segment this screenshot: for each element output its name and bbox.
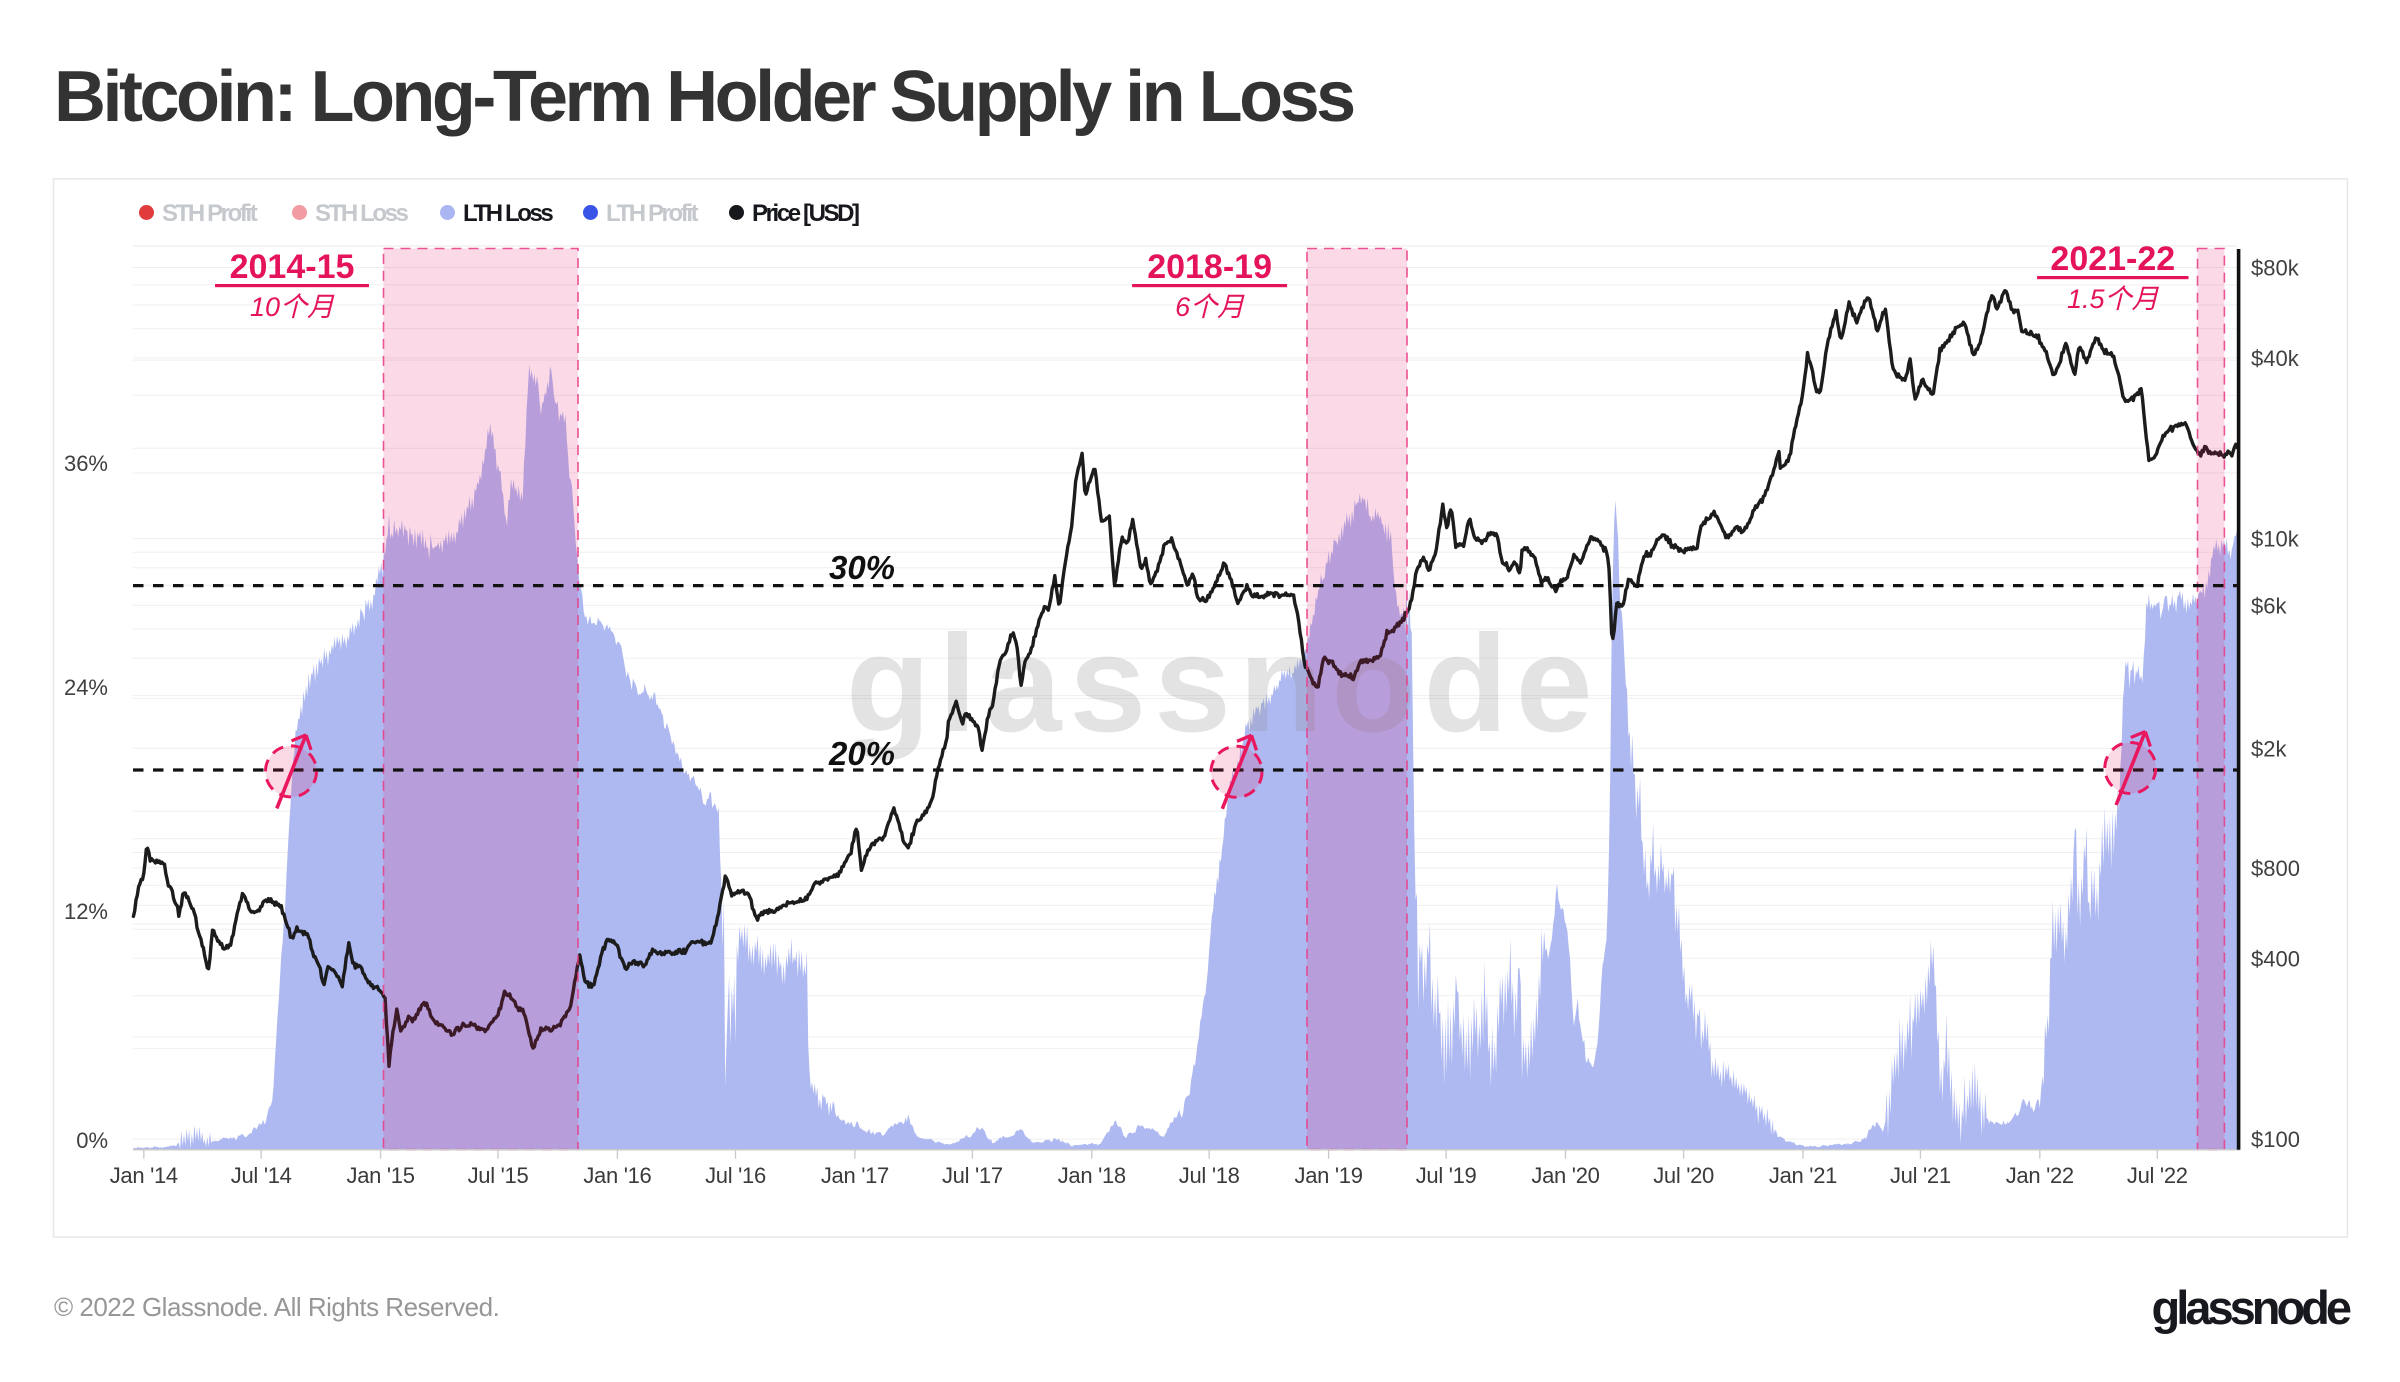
svg-text:$10k: $10k (2251, 527, 2300, 552)
svg-text:36%: 36% (64, 451, 108, 476)
svg-text:10个月: 10个月 (250, 292, 335, 322)
svg-text:Price [USD]: Price [USD] (752, 200, 859, 227)
svg-text:$6k: $6k (2251, 593, 2287, 618)
svg-text:Jul '17: Jul '17 (942, 1163, 1003, 1188)
svg-text:30%: 30% (829, 549, 895, 586)
svg-text:glassnode: glassnode (846, 607, 1601, 761)
svg-text:Jul '14: Jul '14 (231, 1163, 292, 1188)
svg-text:$100: $100 (2251, 1127, 2300, 1152)
svg-text:6个月: 6个月 (1175, 292, 1245, 322)
svg-text:Jul '18: Jul '18 (1179, 1163, 1240, 1188)
svg-text:$400: $400 (2251, 946, 2300, 971)
svg-text:Jan '17: Jan '17 (821, 1163, 889, 1188)
svg-text:Jan '21: Jan '21 (1769, 1163, 1837, 1188)
svg-text:Jul '15: Jul '15 (468, 1163, 529, 1188)
svg-text:2018-19: 2018-19 (1147, 248, 1272, 286)
svg-text:Jan '15: Jan '15 (347, 1163, 415, 1188)
svg-text:Jan '19: Jan '19 (1295, 1163, 1363, 1188)
svg-text:Jul '16: Jul '16 (705, 1163, 766, 1188)
svg-text:0%: 0% (76, 1128, 108, 1153)
svg-text:Jan '18: Jan '18 (1058, 1163, 1126, 1188)
svg-text:Jul '19: Jul '19 (1416, 1163, 1477, 1188)
svg-text:Jan '16: Jan '16 (583, 1163, 651, 1188)
svg-text:$40k: $40k (2251, 346, 2300, 371)
svg-text:$2k: $2k (2251, 736, 2287, 761)
svg-text:Jan '14: Jan '14 (110, 1163, 178, 1188)
svg-text:glassnode: glassnode (2152, 1281, 2351, 1334)
svg-text:12%: 12% (64, 899, 108, 924)
svg-text:$800: $800 (2251, 856, 2300, 881)
svg-text:Jan '22: Jan '22 (2006, 1163, 2074, 1188)
svg-text:Jan '20: Jan '20 (1531, 1163, 1599, 1188)
svg-text:Jul '21: Jul '21 (1890, 1163, 1951, 1188)
svg-text:1.5个月: 1.5个月 (2067, 284, 2160, 314)
svg-text:20%: 20% (828, 735, 895, 772)
svg-text:Jul '20: Jul '20 (1653, 1163, 1714, 1188)
svg-text:2014-15: 2014-15 (230, 248, 355, 286)
svg-text:LTH Loss: LTH Loss (463, 200, 553, 227)
svg-text:LTH Profit: LTH Profit (606, 200, 699, 227)
svg-text:$80k: $80k (2251, 256, 2300, 281)
svg-text:Jul '22: Jul '22 (2127, 1163, 2188, 1188)
svg-text:Bitcoin: Long-Term Holder Supp: Bitcoin: Long-Term Holder Supply in Loss (54, 57, 1354, 137)
svg-text:© 2022 Glassnode. All Rights R: © 2022 Glassnode. All Rights Reserved. (54, 1292, 499, 1322)
svg-text:24%: 24% (64, 675, 108, 700)
svg-text:STH Loss: STH Loss (315, 200, 409, 227)
svg-text:2021-22: 2021-22 (2050, 240, 2175, 278)
svg-text:STH Profit: STH Profit (162, 200, 258, 227)
